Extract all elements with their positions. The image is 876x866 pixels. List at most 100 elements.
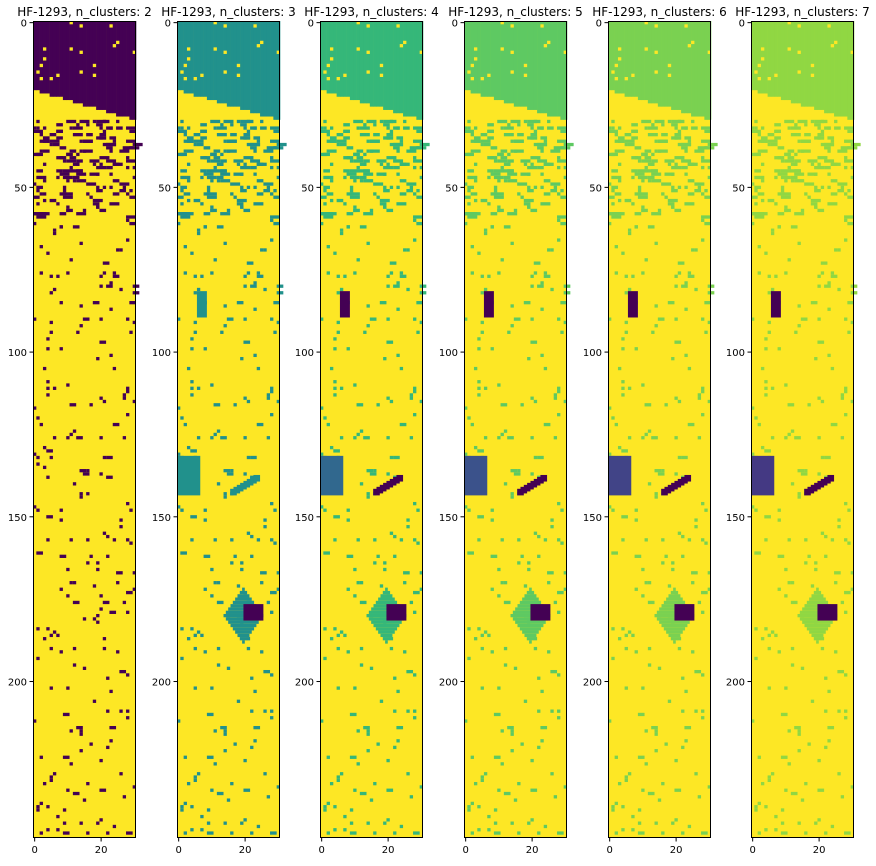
heatmap-cell [617,126,622,130]
heatmap-cell [787,729,791,733]
heatmap-cell [200,169,207,173]
heatmap-cell [256,366,261,371]
heatmap-cell [99,436,103,440]
heatmap-cell [369,149,374,153]
heatmap-cell [273,146,284,150]
heatmap-cell [824,676,828,680]
heatmap-cell [403,650,407,654]
heatmap-cell [112,274,120,278]
heatmap-cell [216,791,224,796]
heatmap-cell [827,353,831,358]
heatmap-cell [621,828,625,832]
heatmap-cell [210,271,214,275]
heatmap-cell [543,139,548,143]
heatmap-cell [193,198,201,203]
heatmap-cell [467,70,471,74]
heatmap-cell [651,725,658,730]
heatmap-cell [260,581,264,585]
heatmap-cell [563,587,567,591]
heatmap-cell [399,366,404,371]
heatmap-cell [109,739,113,743]
heatmap-cell [386,274,390,278]
heatmap-cell [467,189,471,193]
heatmap-cell [66,594,70,598]
heatmap-cell [557,413,561,417]
heatmap-cell [611,212,622,216]
heatmap-blob [751,455,775,496]
heatmap-cell [363,212,374,216]
heatmap-cell [243,162,247,166]
heatmap-cell [507,436,514,440]
heatmap-cell [537,745,541,750]
heatmap-cell [109,281,113,285]
heatmap-cell [353,383,357,387]
heatmap-cell [323,416,327,420]
heatmap-cell [840,393,845,397]
heatmap-cell [827,24,831,28]
heatmap-cell [76,123,80,127]
heatmap-cell [46,449,53,453]
heatmap-cell [827,739,831,743]
heatmap-cell [99,472,103,476]
heatmap-cell [213,258,217,262]
heatmap-cell [206,195,217,199]
heatmap-cell [270,139,280,143]
heatmap-cell [276,142,287,147]
heatmap-cell [684,24,688,28]
heatmap-cell [847,508,851,512]
heatmap-cell [263,518,267,522]
heatmap-cell [106,159,117,163]
heatmap-cell [667,73,672,78]
heatmap-cell [701,673,705,677]
heatmap-cell [413,538,417,542]
heatmap-cell [399,274,407,278]
heatmap-cell [780,192,785,196]
heatmap-cell [777,212,785,216]
heatmap-cell [329,179,334,183]
heatmap-cell [497,686,501,690]
heatmap-cell [349,189,354,193]
heatmap-blob [827,474,835,482]
heatmap-cell [767,142,771,147]
heatmap-cell [637,808,642,812]
heatmap-cell [817,133,825,137]
heatmap-cell [183,271,187,275]
heatmap-cell [834,40,838,45]
heatmap-cell [333,251,337,255]
heatmap-cell [530,340,538,344]
heatmap-cell [260,571,267,575]
heatmap-cell [647,126,658,130]
heatmap-cell [343,136,350,140]
heatmap-cell [473,366,478,371]
heatmap-cell [464,195,471,199]
heatmap-cell [794,159,801,163]
heatmap-cell [824,831,828,835]
heatmap-cell [681,284,688,288]
heatmap-cell [116,650,120,654]
heatmap-cell [96,165,107,170]
heatmap-cell [396,281,400,285]
heatmap-cell [637,21,642,101]
heatmap-cell [102,129,107,134]
heatmap-cell [79,149,83,153]
heatmap-cell [220,159,227,163]
heatmap-cell [497,119,508,124]
heatmap-cell [631,156,638,160]
heatmap-cell [413,386,417,390]
heatmap-cell [243,758,247,763]
heatmap-cell [263,525,267,529]
heatmap-cell [346,156,354,160]
heatmap-cell [770,142,778,147]
heatmap-cell [611,21,615,91]
heatmap-cell [701,709,705,713]
heatmap-cell [393,126,400,130]
heatmap-cell [560,189,564,193]
heatmap-cell [376,172,387,176]
heatmap-cell [674,274,678,278]
heatmap-cell [797,50,801,54]
heatmap-cell [270,165,274,170]
heatmap-cell [617,198,622,203]
heatmap-cell [356,47,360,51]
heatmap-cell [33,452,37,456]
heatmap-cell [847,195,854,199]
